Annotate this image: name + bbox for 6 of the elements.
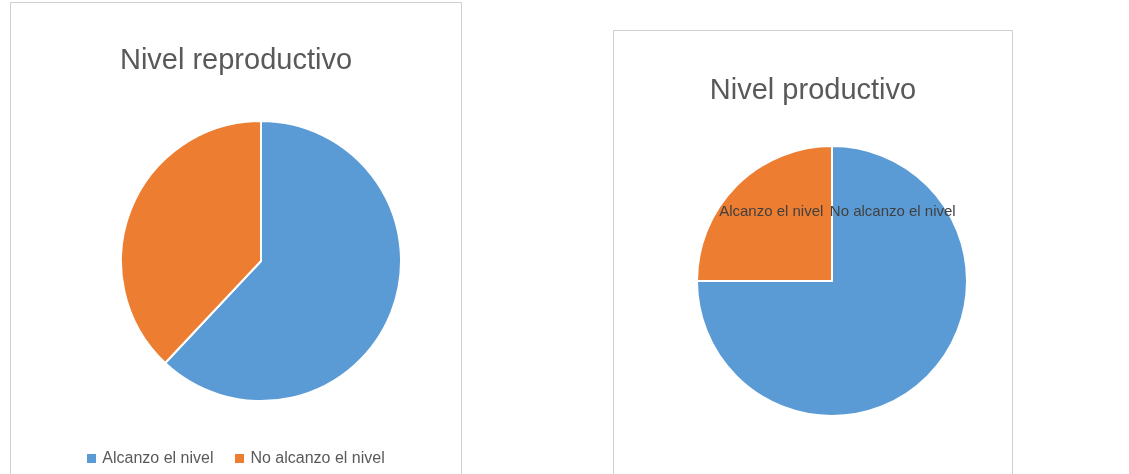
- chart-title: Nivel productivo: [708, 73, 918, 106]
- pie-slice: [696, 145, 968, 417]
- legend-label: No alcanzo el nivel: [249, 449, 385, 467]
- legend-label: Alcanzo el nivel: [101, 449, 214, 467]
- chart-title: Nivel reproductivo: [118, 43, 354, 76]
- slice-label: Alcanzo el nivel: [719, 202, 824, 220]
